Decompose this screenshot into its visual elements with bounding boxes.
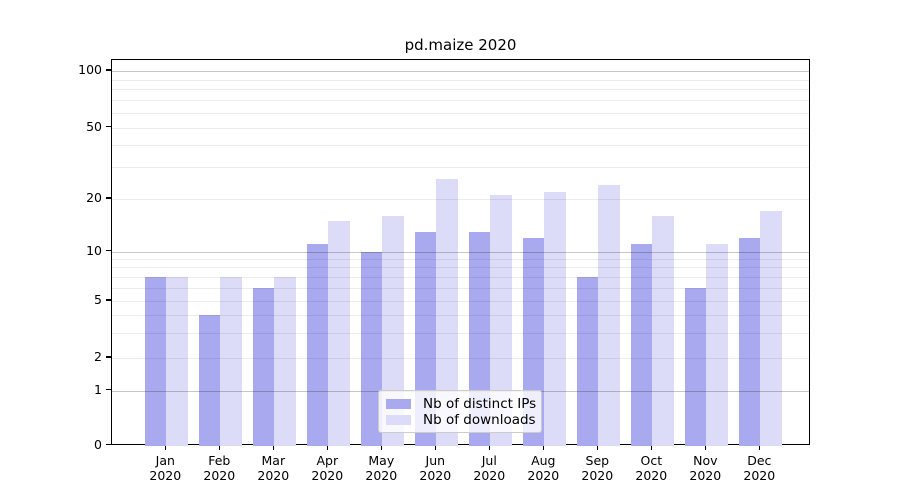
bar-downloads-nov [706,244,728,446]
bar-downloads-jul [490,195,512,446]
plot-area [111,59,810,446]
legend: Nb of distinct IPs Nb of downloads [378,390,542,433]
legend-swatch [386,415,411,425]
x-tick-label-aug: Aug 2020 [527,453,560,483]
y-tick-label: 100 [78,62,102,77]
x-tick-mark [164,445,166,450]
x-tick-mark [542,445,544,450]
x-tick-mark [272,445,274,450]
bar-downloads-dec [760,211,782,446]
y-tick-mark [106,69,111,71]
x-tick-label-may: May 2020 [365,453,398,483]
bar-ips-may [360,251,383,446]
y-tick-label: 0 [94,436,102,452]
x-tick-mark [434,445,436,450]
x-tick-mark [596,445,598,450]
y-tick-mark [106,356,111,358]
bar-downloads-mar [274,276,296,446]
x-tick-label-nov: Nov 2020 [689,453,722,483]
bar-ips-jan [144,276,167,446]
x-tick-mark [650,445,652,450]
legend-swatch [386,399,411,409]
y-tick-mark [106,197,111,199]
y-tick-label: 2 [94,349,102,364]
legend-item: Nb of distinct IPs [386,396,537,412]
bar-ips-sep [576,276,599,446]
bar-ips-feb [198,314,221,446]
y-tick-label: 50 [86,118,102,134]
y-tick-mark [106,125,111,128]
x-tick-mark [488,445,490,450]
bar-downloads-aug [544,191,566,446]
x-tick-label-apr: Apr 2020 [311,453,344,483]
x-tick-label-jul: Jul 2020 [473,453,506,483]
bar-downloads-sep [598,184,620,446]
bar-ips-dec [738,237,761,446]
bar-ips-apr [306,244,329,446]
y-tick-mark [106,388,111,391]
x-tick-mark [758,445,760,450]
x-tick-mark [326,445,328,450]
legend-label: Nb of distinct IPs [423,396,537,412]
y-tick-label: 10 [86,242,102,258]
x-tick-label-oct: Oct 2020 [635,453,668,483]
x-tick-mark [218,445,220,450]
bar-downloads-feb [220,276,242,446]
x-tick-label-jan: Jan 2020 [149,453,182,483]
x-tick-mark [380,445,382,450]
y-tick-mark [106,299,111,301]
bar-ips-nov [684,287,707,446]
legend-label: Nb of downloads [423,412,536,428]
y-tick-mark [106,249,111,252]
x-tick-label-dec: Dec 2020 [743,453,776,483]
bar-downloads-may [382,215,404,446]
bar-ips-mar [252,287,275,446]
chart-title: pd.maize 2020 [404,36,517,54]
x-tick-label-sep: Sep 2020 [581,453,614,483]
y-tick-mark [106,443,111,446]
bar-downloads-jan [166,276,188,446]
y-tick-label: 1 [94,381,102,397]
bar-downloads-jun [436,178,458,446]
y-tick-label: 5 [94,292,102,307]
bars-layer [112,60,809,446]
x-tick-mark [704,445,706,450]
bar-ips-oct [630,244,653,446]
bar-downloads-oct [652,215,674,446]
bar-downloads-apr [328,220,350,446]
x-tick-label-mar: Mar 2020 [257,453,290,483]
x-tick-label-feb: Feb 2020 [203,453,236,483]
x-tick-label-jun: Jun 2020 [419,453,452,483]
legend-item: Nb of downloads [386,412,536,428]
y-tick-label: 20 [86,190,102,205]
